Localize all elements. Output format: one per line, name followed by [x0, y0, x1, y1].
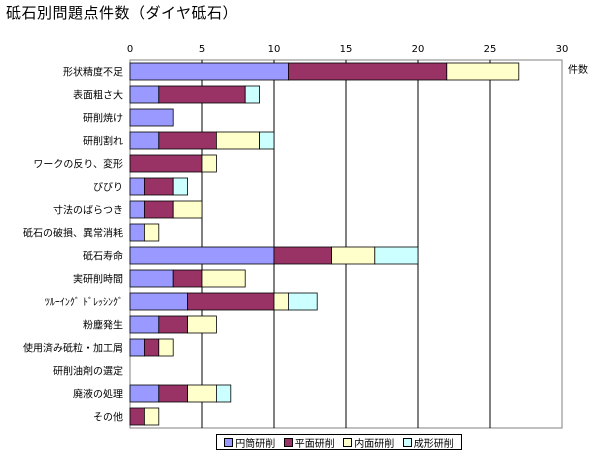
bar-segment — [143, 177, 174, 196]
legend-item: 成形研削 — [402, 435, 454, 450]
bar-segment — [129, 246, 275, 265]
x-tick-label: 10 — [268, 44, 281, 55]
bar-segment — [187, 292, 275, 311]
x-tick-label: 25 — [484, 44, 497, 55]
category-label: 廃液の処理 — [73, 388, 123, 401]
bar-segment — [158, 338, 174, 357]
unit-label: 件数 — [568, 63, 588, 76]
bar-segment — [143, 407, 160, 426]
bar-segment — [129, 62, 289, 81]
bar-segment — [201, 154, 217, 173]
x-tick-label: 15 — [340, 44, 353, 55]
legend-label: 成形研削 — [413, 438, 454, 450]
bar-segment — [129, 200, 145, 219]
bar-segment — [129, 384, 160, 403]
bar-segment — [143, 223, 160, 242]
category-label: 研削割れ — [83, 135, 123, 148]
category-label: 寸法のばらつき — [53, 204, 123, 217]
category-labels: 形状精度不足表面粗さ大研削焼け研削割れワークの反り、変形びびり寸法のばらつき砥石… — [23, 66, 123, 424]
legend: 円筒研削 平面研削 内面研削 成形研削 — [216, 434, 462, 450]
chart-title: 砥石別問題点件数（ダイヤ砥石） — [6, 4, 239, 22]
bar-segment — [172, 177, 188, 196]
bar-segment — [129, 315, 160, 334]
bar-segment — [172, 269, 203, 288]
legend-item: 内面研削 — [343, 435, 394, 450]
bar-segment — [215, 384, 232, 403]
bar-segment — [187, 315, 217, 334]
legend-swatch — [283, 437, 293, 447]
category-label: 砥石の破損、異常消耗 — [23, 227, 123, 240]
bar-segment — [129, 177, 145, 196]
x-tick-label: 20 — [412, 44, 425, 55]
category-label: びびり — [93, 182, 123, 194]
bars — [129, 62, 520, 426]
bar-segment — [172, 200, 203, 219]
x-tick-label: 30 — [556, 44, 569, 55]
bar-segment — [129, 131, 160, 150]
bar-segment — [201, 269, 246, 288]
x-tick-label: 0 — [127, 44, 133, 55]
bar-segment — [129, 85, 160, 104]
bar-segment — [143, 338, 160, 357]
category-label: その他 — [93, 411, 123, 424]
bar-segment — [158, 131, 217, 150]
legend-label: 平面研削 — [294, 438, 335, 450]
bar-segment — [129, 108, 174, 127]
category-label: 粉塵発生 — [83, 319, 123, 332]
bar-segment — [129, 269, 174, 288]
bar-segment — [331, 246, 376, 265]
legend-label: 円筒研削 — [235, 438, 276, 450]
bar-segment — [158, 85, 246, 104]
category-label: 砥石寿命 — [83, 250, 123, 263]
bar-segment — [187, 384, 217, 403]
bar-segment — [143, 200, 174, 219]
category-label: 研削油剤の選定 — [53, 365, 123, 378]
bar-segment — [129, 338, 145, 357]
bar-segment — [273, 246, 332, 265]
bar-segment — [374, 246, 419, 265]
legend-swatch — [402, 437, 412, 447]
bar-segment — [287, 292, 318, 311]
bar-segment — [259, 131, 275, 150]
category-label: ﾂﾙｰｲﾝｸﾞ ﾄﾞﾚｯｼﾝｸﾞ — [45, 297, 123, 309]
legend-item: 平面研削 — [283, 435, 335, 450]
bar-segment — [244, 85, 260, 104]
x-tick-label: 5 — [199, 44, 205, 55]
legend-swatch — [343, 437, 353, 447]
category-label: 研削焼け — [83, 112, 123, 125]
bar-segment — [446, 62, 520, 81]
bar-segment — [273, 292, 289, 311]
bar-segment — [158, 315, 189, 334]
bar-segment — [129, 292, 188, 311]
category-label: 使用済み砥粒・加工屑 — [23, 342, 123, 355]
bar-segment — [129, 407, 145, 426]
bar-segment — [129, 154, 203, 173]
category-label: 実研削時間 — [73, 273, 123, 286]
legend-swatch — [224, 437, 234, 447]
legend-label: 内面研削 — [354, 438, 395, 450]
category-label: 形状精度不足 — [63, 66, 123, 79]
bar-segment — [129, 223, 145, 242]
gridlines — [201, 60, 491, 428]
bar-segment — [158, 384, 189, 403]
x-tick-labels: 0 5 10 15 20 25 30 — [127, 44, 569, 55]
legend-item: 円筒研削 — [224, 435, 275, 450]
category-label: ワークの反り、変形 — [33, 158, 123, 171]
category-label: 表面粗さ大 — [73, 89, 123, 102]
bar-segment — [287, 62, 448, 81]
bar-segment — [215, 131, 260, 150]
